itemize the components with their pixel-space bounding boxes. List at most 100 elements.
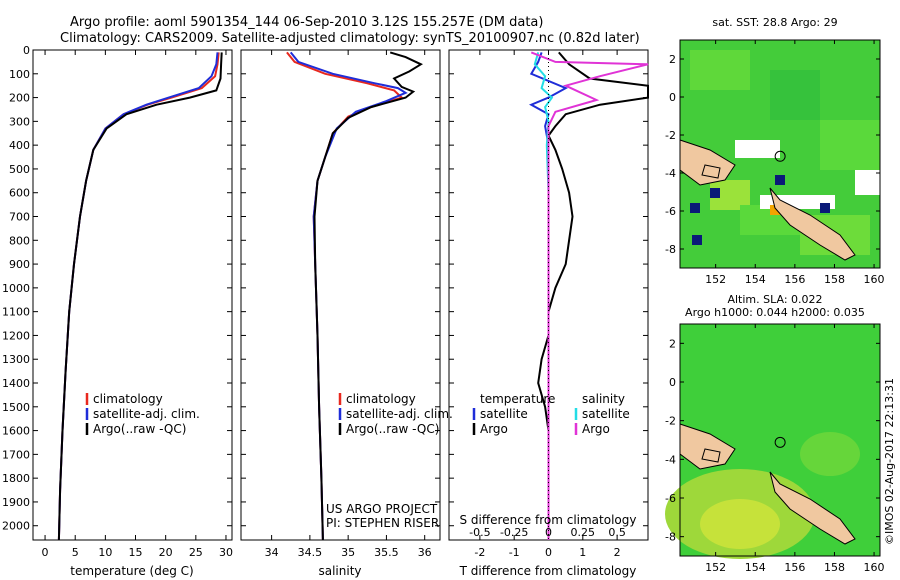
pi-credit: PI: STEPHEN RISER — [326, 516, 439, 530]
x-tick-label: 2 — [614, 546, 621, 559]
y-tick-label: 900 — [9, 258, 30, 271]
x-tick-label: 20 — [159, 546, 173, 559]
x-tick-label: 25 — [189, 546, 203, 559]
series-argo-raw-qc- — [313, 51, 423, 541]
y-tick-label: 100 — [9, 68, 30, 81]
y-tick-label: -4 — [665, 453, 676, 466]
y-tick-label: -2 — [665, 129, 676, 142]
x-tick-label: 36 — [418, 546, 432, 559]
argo-marker — [774, 150, 786, 162]
x-tick-label: 158 — [824, 561, 845, 574]
sla-anomaly — [800, 432, 860, 476]
x-tick-label: 30 — [219, 546, 233, 559]
x-tick-label: 156 — [784, 273, 805, 286]
legend-climatology: climatology — [346, 392, 416, 406]
sst-cell — [770, 205, 780, 215]
land — [769, 471, 856, 545]
x-tick-label: 154 — [745, 273, 766, 286]
temperature-plot-frame — [32, 49, 233, 541]
y-tick-label: 1100 — [2, 306, 30, 319]
x-tick-label: 0 — [42, 546, 49, 559]
x-tick-label: 34 — [265, 546, 279, 559]
sst-cell — [775, 175, 785, 185]
s-tick-label: 0 — [545, 526, 552, 539]
series-satellite-adj-clim- — [57, 52, 219, 541]
x-tick-label: 152 — [705, 273, 726, 286]
x-tick-label: 152 — [705, 561, 726, 574]
s-difference-xlabel: S difference from climatology — [460, 513, 637, 527]
y-tick-label: 0 — [23, 44, 30, 57]
sst-cell — [820, 203, 830, 213]
legend-t-satellite: satellite — [480, 407, 528, 421]
y-tick-label: 1500 — [2, 401, 30, 414]
s-tick-label: -0.5 — [469, 526, 490, 539]
y-tick-label: 1900 — [2, 496, 30, 509]
x-tick-label: -1 — [509, 546, 520, 559]
x-tick-label: 1 — [579, 546, 586, 559]
project-credit: US ARGO PROJECT — [326, 502, 438, 516]
salinity-legend: climatology satellite-adj. clim. Argo(..… — [326, 392, 453, 530]
map-frame — [679, 39, 881, 269]
x-tick-label: 156 — [784, 561, 805, 574]
y-tick-label: 700 — [9, 211, 30, 224]
y-tick-label: 2000 — [2, 520, 30, 533]
y-tick-label: 800 — [9, 234, 30, 247]
y-tick-label: 2 — [669, 53, 676, 66]
legend-argo: Argo(..raw -QC) — [93, 422, 186, 436]
legend-s-argo: Argo — [582, 422, 610, 436]
y-tick-label: -2 — [665, 415, 676, 428]
s-tick-label: 0.25 — [571, 526, 596, 539]
legend-satellite-adj: satellite-adj. clim. — [93, 407, 200, 421]
series-climatology — [57, 52, 220, 541]
y-tick-label: 500 — [9, 163, 30, 176]
temperature-legend: climatology satellite-adj. clim. Argo(..… — [85, 392, 200, 436]
temperature-xlabel: temperature (deg C) — [70, 564, 193, 578]
salinity-chart: 34 34.5 35 35.5 36 — [241, 49, 440, 559]
missing-data-patch — [855, 170, 883, 195]
argo-marker — [774, 436, 786, 448]
salinity-xlabel: salinity — [318, 564, 361, 578]
x-tick-label: 154 — [745, 561, 766, 574]
difference-legend: temperature salinity satellite satellite… — [472, 392, 630, 436]
y-tick-label: 200 — [9, 92, 30, 105]
y-tick-label: 1600 — [2, 425, 30, 438]
map-frame — [679, 323, 881, 557]
series-salinity-argo — [530, 51, 649, 540]
y-tick-label: 1700 — [2, 448, 30, 461]
x-tick-label: 35 — [341, 546, 355, 559]
x-tick-label: 158 — [824, 273, 845, 286]
imos-watermark: ©IMOS 02-Aug-2017 22:13:31 — [883, 378, 896, 545]
series-temperature-argo — [537, 51, 649, 540]
land — [769, 187, 856, 261]
y-tick-label: 1300 — [2, 353, 30, 366]
legend-s-satellite: satellite — [582, 407, 630, 421]
sla-anomaly — [700, 499, 780, 549]
x-tick-label: -2 — [474, 546, 485, 559]
sst-patch — [770, 70, 820, 120]
y-tick-label: 300 — [9, 115, 30, 128]
y-tick-label: -4 — [665, 167, 676, 180]
y-tick-label: 1400 — [2, 377, 30, 390]
title-line-1: Argo profile: aoml 5901354_144 06-Sep-20… — [70, 15, 543, 30]
s-tick-label: 0.5 — [608, 526, 626, 539]
series-argo-raw-qc- — [57, 52, 223, 541]
x-tick-label: 160 — [864, 273, 885, 286]
sst-map-title: sat. SST: 28.8 Argo: 29 — [712, 16, 837, 29]
legend-temperature: temperature — [480, 392, 555, 406]
legend-argo: Argo(..raw -QC) — [346, 422, 439, 436]
temperature-chart: 0100200300400500600700800900100011001200… — [2, 44, 233, 559]
legend-satellite-adj: satellite-adj. clim. — [346, 407, 453, 421]
sla-map-title: Altim. SLA: 0.022 — [727, 293, 822, 306]
y-tick-label: 600 — [9, 187, 30, 200]
x-tick-label: 35.5 — [374, 546, 399, 559]
sla-map: 152 154 156 158 160 2 0 -2 -4 -6 -8 — [665, 323, 885, 574]
y-tick-label: 1800 — [2, 472, 30, 485]
x-tick-label: 34.5 — [298, 546, 323, 559]
sla-map-subtitle: Argo h1000: 0.044 h2000: 0.035 — [685, 306, 865, 319]
sst-map: 152 154 156 158 160 2 0 -2 -4 -6 -8 — [665, 39, 885, 286]
sst-patch — [820, 120, 880, 170]
x-tick-label: 15 — [129, 546, 143, 559]
y-tick-label: 400 — [9, 139, 30, 152]
s-tick-label: -0.25 — [500, 526, 528, 539]
legend-climatology: climatology — [93, 392, 163, 406]
